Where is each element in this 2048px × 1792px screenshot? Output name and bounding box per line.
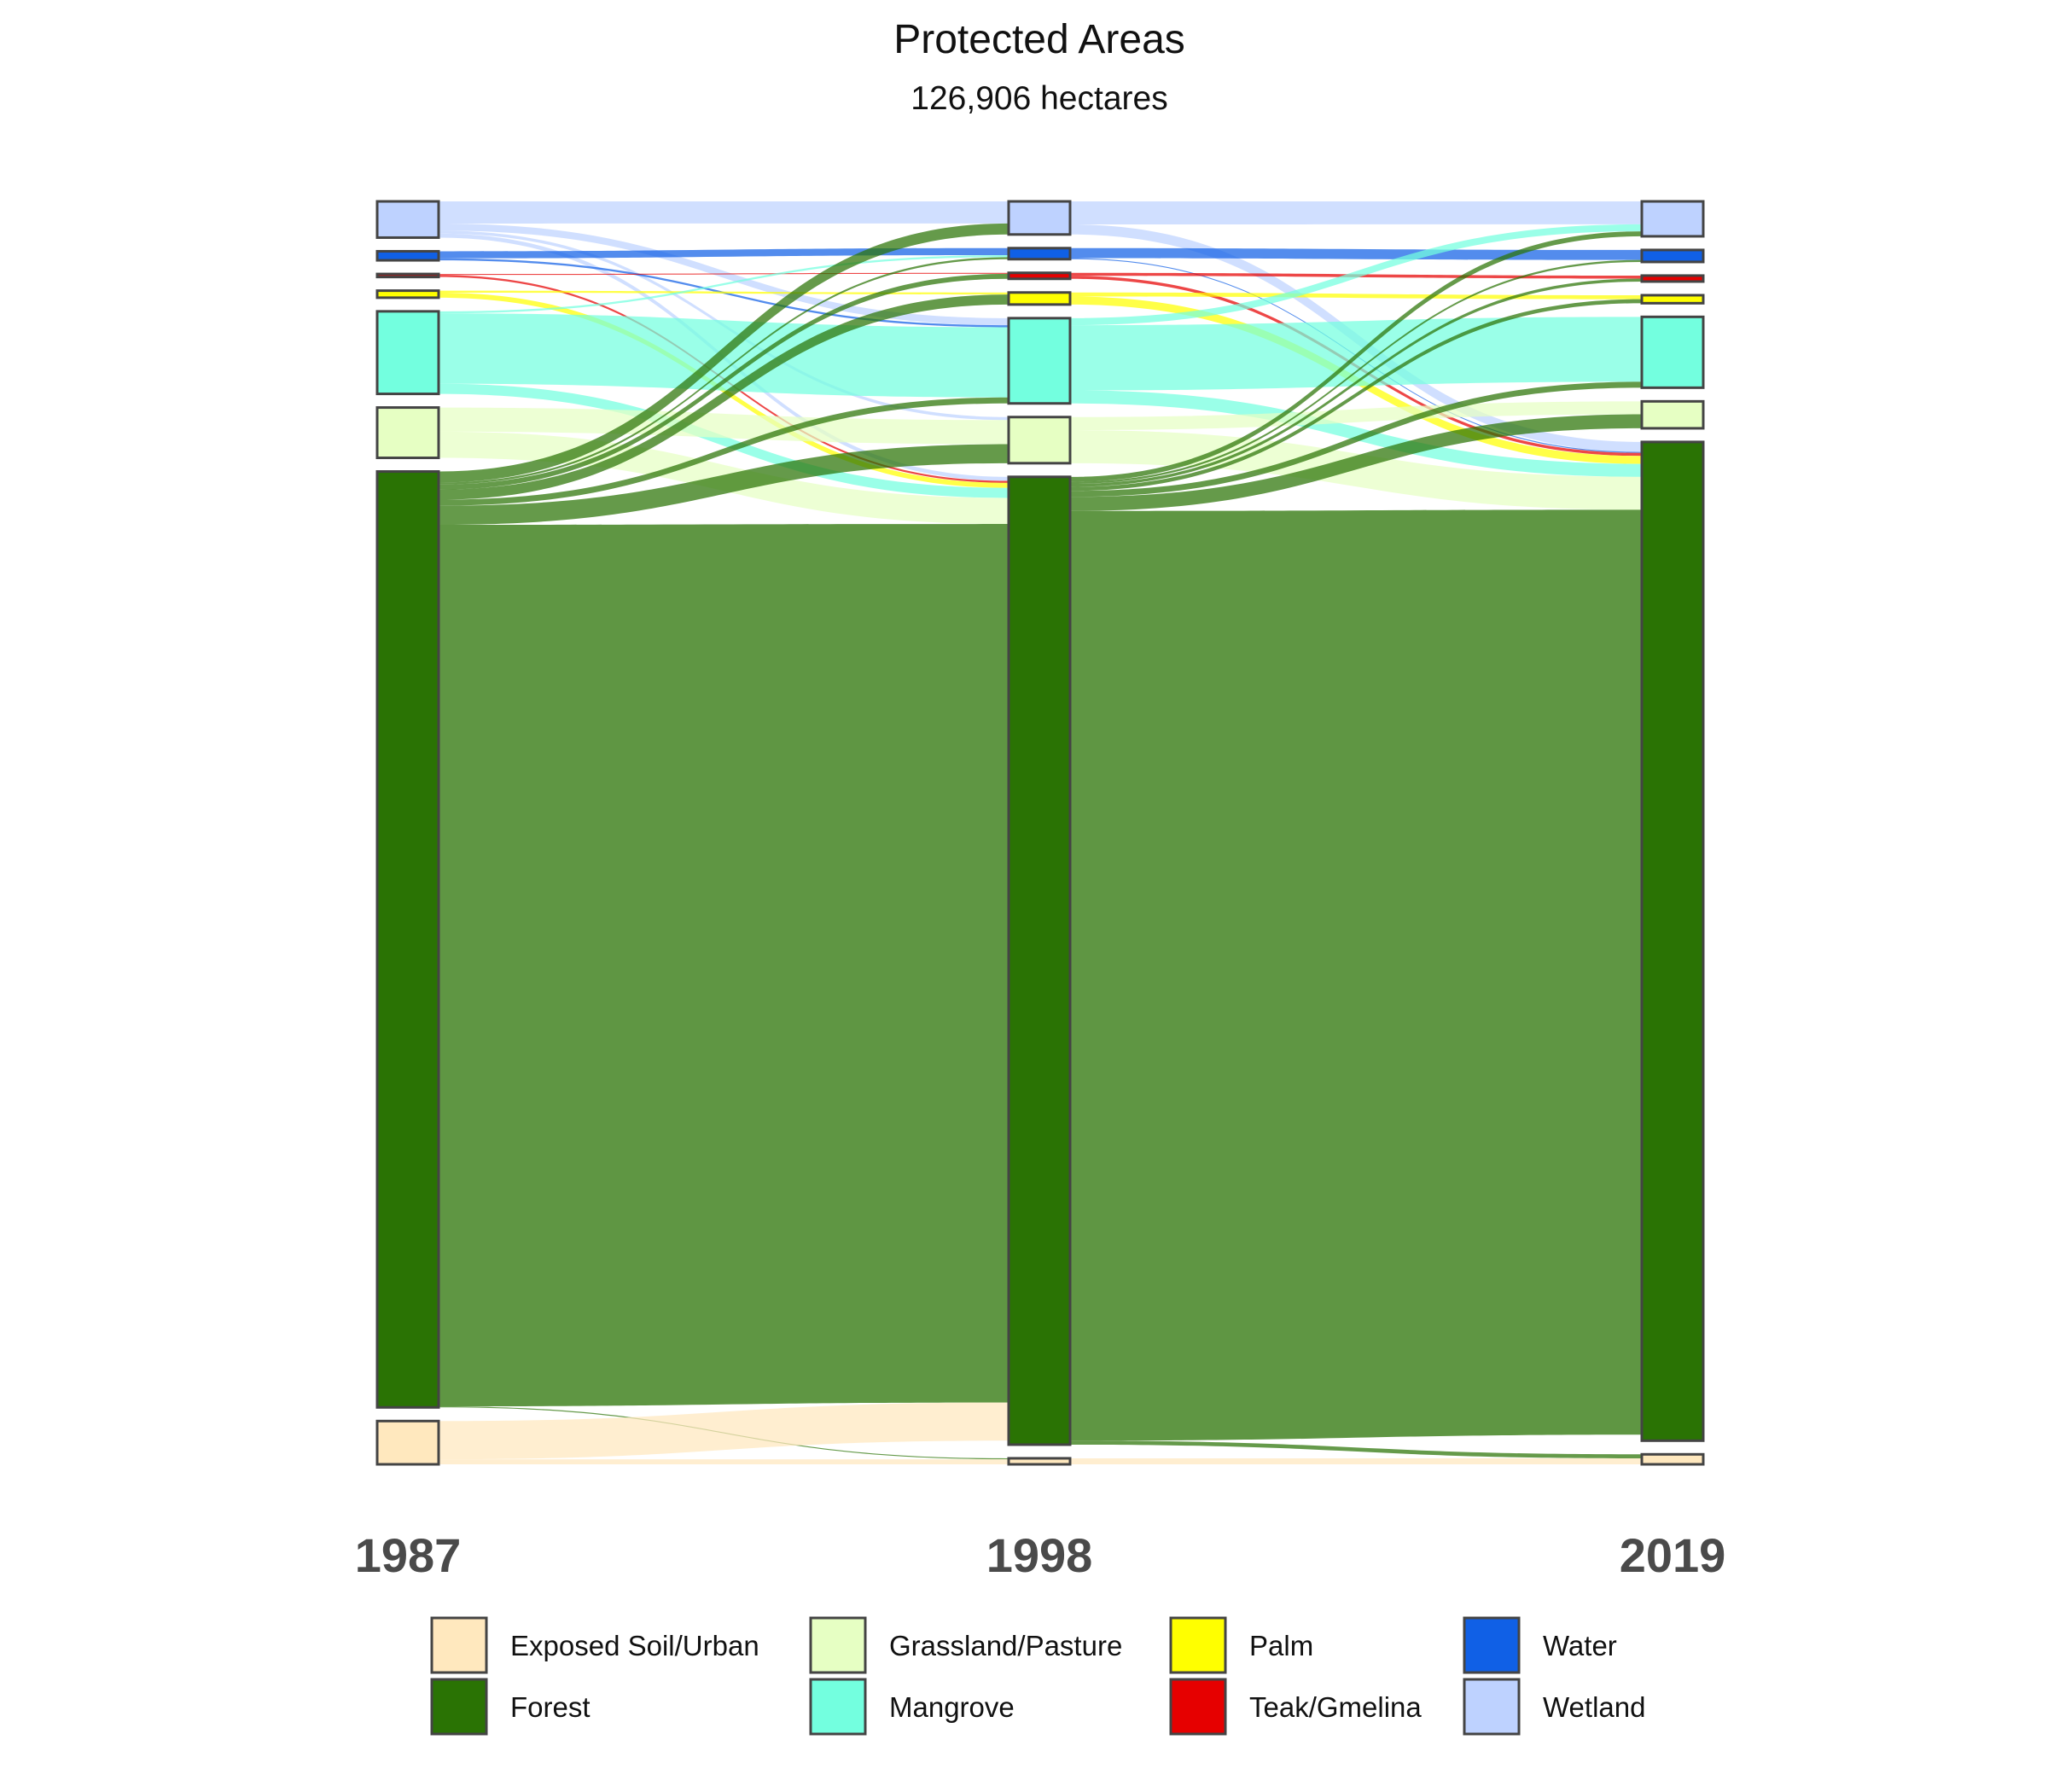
node-2019-palm <box>1640 294 1705 305</box>
node-1987-palm <box>375 289 440 300</box>
flow-1998-forest-to-2019-exposed-soil-urban <box>1070 1440 1642 1458</box>
node-1998-water <box>1007 247 1072 261</box>
flow-1987-forest-to-1998-forest <box>439 524 1009 1407</box>
legend-item-palm: Palm <box>1169 1616 1313 1674</box>
flow-1987-forest-to-1998-wetland <box>439 223 1009 483</box>
legend-item-water: Water <box>1463 1616 1617 1674</box>
flow-1998-forest-to-2019-grassland-pasture <box>1070 414 1642 511</box>
chart-title: Protected Areas <box>893 17 1185 62</box>
flow-1987-grassland-pasture-to-1998-grassland-pasture <box>439 407 1009 445</box>
legend-label-mangrove: Mangrove <box>889 1691 1015 1723</box>
flow-1987-mangrove-to-1998-forest <box>439 383 1009 498</box>
flow-1998-forest-to-2019-mangrove <box>1070 381 1642 497</box>
legend: Exposed Soil/Urban Forest Grassland/Pastur… <box>430 1616 1645 1736</box>
legend-item-forest: Forest <box>430 1678 591 1736</box>
flow-1998-palm-to-2019-palm <box>1070 292 1642 300</box>
node-1998-palm <box>1007 291 1072 306</box>
legend-label-palm: Palm <box>1249 1630 1313 1661</box>
flow-1987-forest-to-1998-palm <box>439 294 1009 500</box>
flow-1987-palm-to-1998-palm <box>439 290 1009 295</box>
flow-1987-water-to-1998-water <box>439 247 1009 259</box>
flow-1987-exposed-soil-urban-to-1998-exposed-soil-urban <box>439 1459 1009 1464</box>
node-1998-exposed-soil-urban <box>1007 1457 1072 1466</box>
flow-1998-mangrove-to-2019-forest <box>1070 390 1642 477</box>
stage-labels: 1987 1998 2019 <box>355 1528 1726 1582</box>
flow-1987-teak-gmelina-to-1998-teak-gmelina <box>439 272 1009 276</box>
chart-subtitle: 126,906 hectares <box>911 80 1167 117</box>
flow-1987-forest-to-1998-teak-gmelina <box>439 273 1009 490</box>
node-1987-forest <box>375 470 440 1409</box>
node-2019-forest <box>1640 440 1705 1442</box>
node-2019-mangrove <box>1640 315 1705 389</box>
legend-label-exposed-soil-urban: Exposed Soil/Urban <box>510 1630 759 1661</box>
stage-label-2019: 2019 <box>1620 1528 1726 1582</box>
node-1998-wetland <box>1007 200 1072 236</box>
legend-swatch-exposed-soil-urban <box>430 1616 488 1674</box>
node-1998-teak-gmelina <box>1007 271 1072 281</box>
flow-1998-forest-to-2019-teak-gmelina <box>1070 278 1642 487</box>
node-1987-water <box>375 249 440 262</box>
legend-swatch-teak-gmelina <box>1169 1678 1227 1736</box>
flow-layer <box>439 201 1642 1464</box>
flow-1987-mangrove-to-1998-water <box>439 255 1009 314</box>
node-1987-exposed-soil-urban <box>375 1419 440 1466</box>
flow-1998-grassland-pasture-to-2019-forest <box>1070 430 1642 510</box>
node-1998-mangrove <box>1007 317 1072 405</box>
flow-1987-forest-to-1998-mangrove <box>439 397 1009 506</box>
flow-1987-forest-to-1998-grassland-pasture <box>439 444 1009 526</box>
legend-label-wetland: Wetland <box>1543 1691 1645 1723</box>
flow-1987-exposed-soil-urban-to-1998-forest <box>439 1402 1009 1460</box>
legend-swatch-grassland-pasture <box>809 1616 867 1674</box>
legend-label-forest: Forest <box>510 1691 591 1723</box>
legend-swatch-palm <box>1169 1616 1227 1674</box>
node-2019-grassland-pasture <box>1640 399 1705 430</box>
flow-1998-wetland-to-2019-wetland <box>1070 201 1642 225</box>
node-1987-mangrove <box>375 310 440 396</box>
node-1987-wetland <box>375 200 440 239</box>
flow-1998-forest-to-2019-wetland <box>1070 231 1642 482</box>
node-2019-water <box>1640 248 1705 264</box>
legend-label-water: Water <box>1543 1630 1617 1661</box>
legend-item-grassland-pasture: Grassland/Pasture <box>809 1616 1122 1674</box>
legend-swatch-forest <box>430 1678 488 1736</box>
flow-1998-forest-to-2019-palm <box>1070 299 1642 492</box>
flow-1998-water-to-2019-water <box>1070 247 1642 260</box>
flow-1987-wetland-to-1998-wetland <box>439 201 1009 224</box>
flow-1987-forest-to-1998-water <box>439 257 1009 485</box>
flow-1998-exposed-soil-urban-to-2019-exposed-soil-urban <box>1070 1457 1642 1464</box>
flow-1998-mangrove-to-2019-wetland <box>1070 224 1642 326</box>
legend-label-teak-gmelina: Teak/Gmelina <box>1249 1691 1422 1723</box>
node-1998-grassland-pasture <box>1007 416 1072 465</box>
node-2019-exposed-soil-urban <box>1640 1452 1705 1466</box>
node-1998-forest <box>1007 475 1072 1446</box>
legend-swatch-water <box>1463 1616 1521 1674</box>
flow-1998-forest-to-2019-forest <box>1070 509 1642 1441</box>
node-1987-grassland-pasture <box>375 406 440 460</box>
node-1987-teak-gmelina <box>375 272 440 279</box>
flow-1998-mangrove-to-2019-mangrove <box>1070 317 1642 391</box>
legend-item-mangrove: Mangrove <box>809 1678 1015 1736</box>
legend-item-wetland: Wetland <box>1463 1678 1645 1736</box>
legend-swatch-wetland <box>1463 1678 1521 1736</box>
flow-1998-grassland-pasture-to-2019-grassland-pasture <box>1070 401 1642 431</box>
legend-label-grassland-pasture: Grassland/Pasture <box>889 1630 1122 1661</box>
node-layer <box>375 200 1705 1466</box>
legend-item-teak-gmelina: Teak/Gmelina <box>1169 1678 1422 1736</box>
node-2019-teak-gmelina <box>1640 274 1705 283</box>
stage-label-1987: 1987 <box>355 1528 462 1582</box>
node-2019-wetland <box>1640 200 1705 238</box>
flow-1998-forest-to-2019-water <box>1070 259 1642 485</box>
stage-label-1998: 1998 <box>986 1528 1093 1582</box>
legend-swatch-mangrove <box>809 1678 867 1736</box>
legend-item-exposed-soil-urban: Exposed Soil/Urban <box>430 1616 759 1674</box>
